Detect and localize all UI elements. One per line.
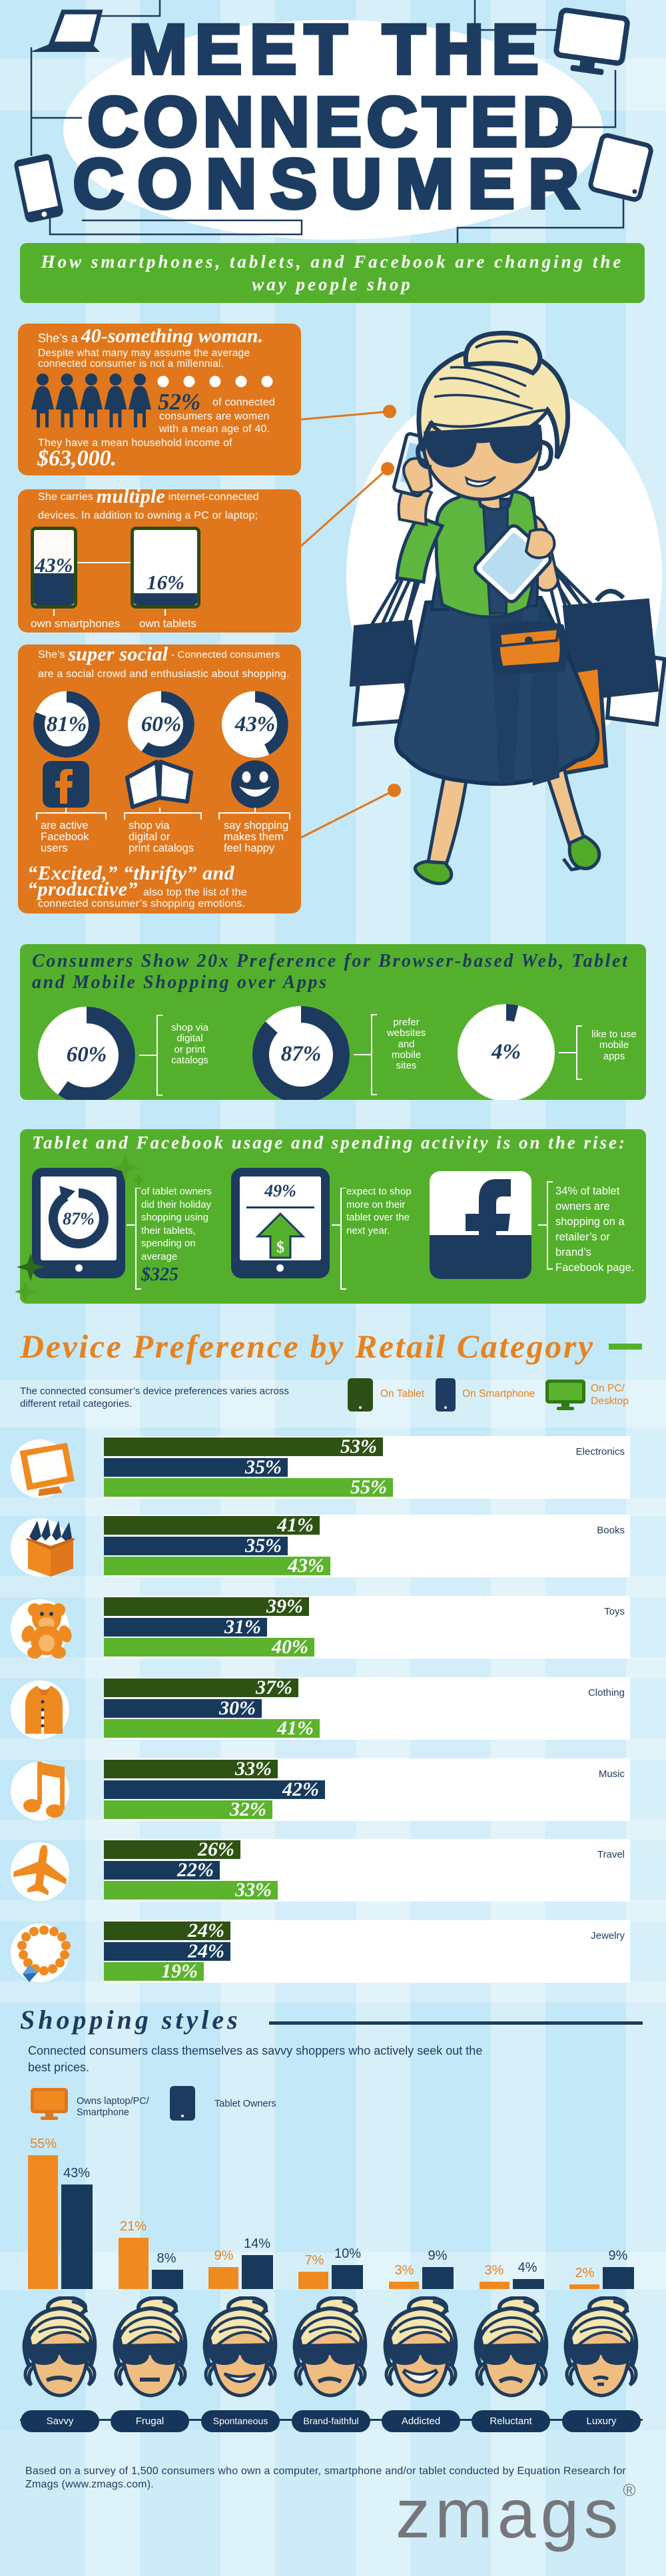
svg-text:$: $ [276, 1239, 284, 1256]
